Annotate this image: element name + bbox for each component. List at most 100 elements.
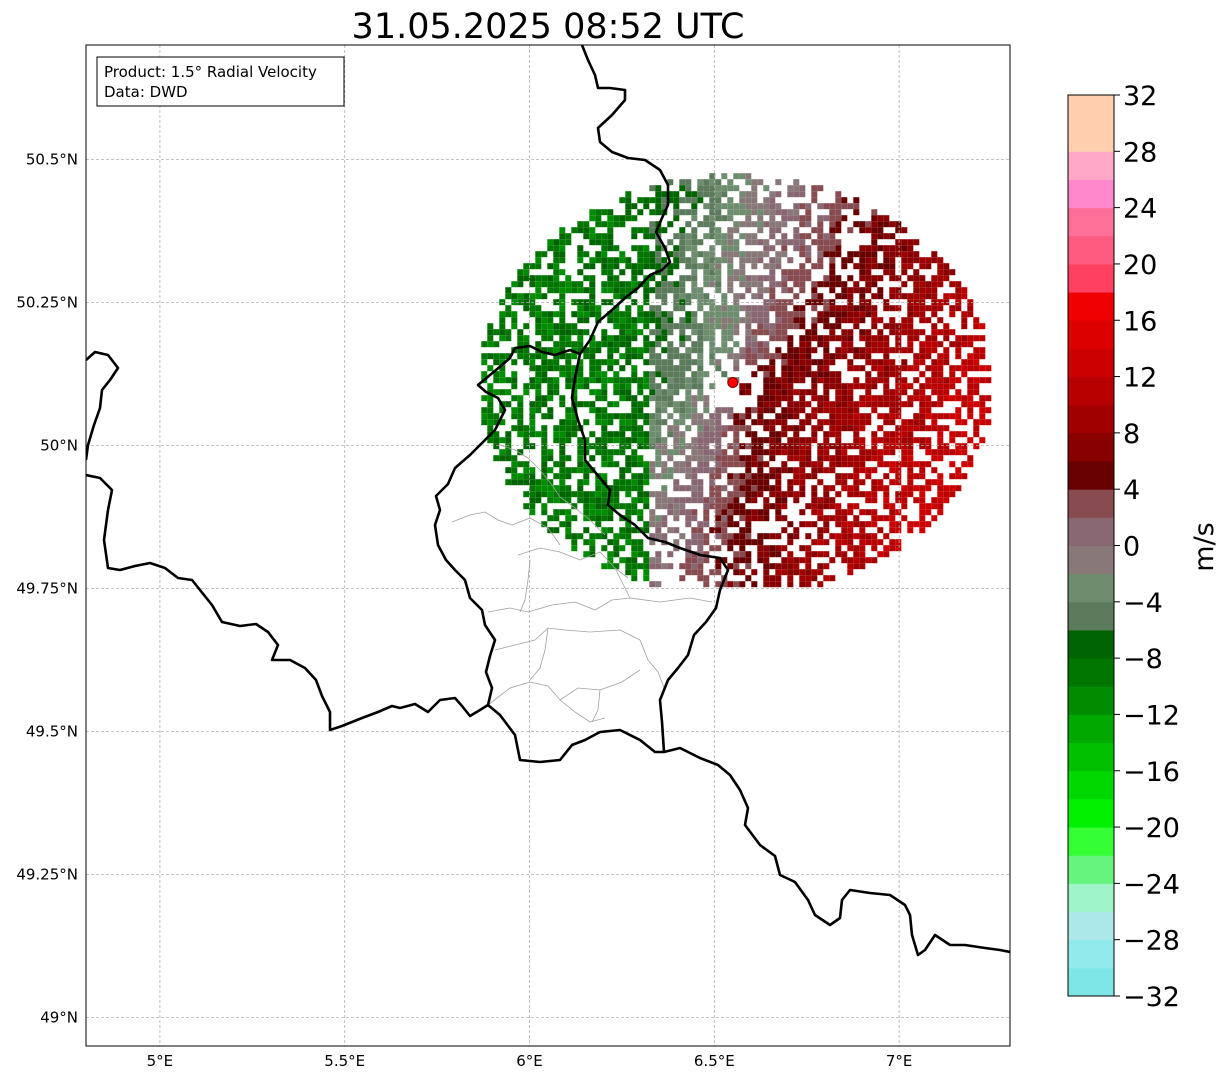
velocity-bin	[703, 203, 710, 210]
velocity-bin	[547, 365, 554, 372]
velocity-bin	[769, 533, 776, 540]
velocity-bin	[613, 311, 620, 318]
velocity-bin	[871, 485, 878, 492]
velocity-bin	[691, 371, 698, 378]
velocity-bin	[547, 347, 554, 354]
colorbar-cell	[1068, 601, 1114, 631]
velocity-bin	[499, 449, 506, 456]
colorbar-tick-label: −4	[1123, 588, 1163, 619]
velocity-bin	[739, 533, 746, 540]
velocity-bin	[529, 413, 536, 420]
velocity-bin	[937, 479, 944, 486]
velocity-bin	[865, 521, 872, 528]
velocity-bin	[673, 323, 680, 330]
velocity-bin	[895, 443, 902, 450]
velocity-bin	[853, 287, 860, 294]
velocity-bin	[523, 347, 530, 354]
velocity-bin	[769, 275, 776, 282]
velocity-bin	[751, 293, 758, 300]
velocity-bin	[571, 341, 578, 348]
velocity-bin	[871, 491, 878, 498]
velocity-bin	[727, 311, 734, 318]
velocity-bin	[829, 251, 836, 258]
velocity-bin	[877, 245, 884, 252]
velocity-bin	[931, 365, 938, 372]
velocity-bin	[829, 203, 836, 210]
velocity-bin	[619, 473, 626, 480]
velocity-bin	[721, 203, 728, 210]
velocity-bin	[769, 485, 776, 492]
velocity-bin	[835, 395, 842, 402]
velocity-bin	[565, 491, 572, 498]
velocity-bin	[769, 203, 776, 210]
velocity-bin	[523, 269, 530, 276]
velocity-bin	[709, 473, 716, 480]
velocity-bin	[787, 371, 794, 378]
velocity-bin	[901, 383, 908, 390]
velocity-bin	[691, 287, 698, 294]
velocity-bin	[811, 371, 818, 378]
velocity-bin	[793, 389, 800, 396]
velocity-bin	[685, 197, 692, 204]
velocity-bin	[739, 383, 746, 390]
velocity-bin	[625, 563, 632, 570]
velocity-bin	[841, 215, 848, 222]
velocity-bin	[817, 311, 824, 318]
velocity-bin	[823, 449, 830, 456]
velocity-bin	[727, 497, 734, 504]
velocity-bin	[823, 245, 830, 252]
velocity-bin	[901, 515, 908, 522]
velocity-bin	[715, 569, 722, 576]
lon-tick-label: 5.5°E	[324, 1052, 365, 1070]
velocity-bin	[859, 533, 866, 540]
velocity-bin	[715, 197, 722, 204]
velocity-bin	[787, 569, 794, 576]
velocity-bin	[601, 329, 608, 336]
velocity-bin	[775, 251, 782, 258]
velocity-bin	[895, 275, 902, 282]
velocity-bin	[637, 563, 644, 570]
velocity-bin	[859, 263, 866, 270]
velocity-bin	[607, 239, 614, 246]
velocity-bin	[973, 317, 980, 324]
velocity-bin	[793, 479, 800, 486]
velocity-bin	[889, 359, 896, 366]
velocity-bin	[697, 455, 704, 462]
velocity-bin	[595, 377, 602, 384]
velocity-bin	[583, 383, 590, 390]
velocity-bin	[835, 347, 842, 354]
velocity-bin	[661, 323, 668, 330]
velocity-bin	[685, 401, 692, 408]
velocity-bin	[709, 251, 716, 258]
velocity-bin	[925, 449, 932, 456]
velocity-bin	[505, 353, 512, 360]
velocity-bin	[535, 341, 542, 348]
velocity-bin	[757, 509, 764, 516]
velocity-bin	[643, 359, 650, 366]
velocity-bin	[823, 377, 830, 384]
velocity-bin	[673, 467, 680, 474]
velocity-bin	[763, 347, 770, 354]
velocity-bin	[973, 419, 980, 426]
velocity-bin	[919, 467, 926, 474]
velocity-bin	[715, 413, 722, 420]
velocity-bin	[589, 371, 596, 378]
velocity-bin	[793, 449, 800, 456]
velocity-bin	[745, 209, 752, 216]
velocity-bin	[655, 455, 662, 462]
velocity-bin	[769, 365, 776, 372]
velocity-bin	[649, 581, 656, 588]
velocity-bin	[859, 539, 866, 546]
velocity-bin	[697, 377, 704, 384]
velocity-bin	[691, 359, 698, 366]
velocity-bin	[787, 581, 794, 588]
velocity-bin	[583, 317, 590, 324]
velocity-bin	[859, 311, 866, 318]
velocity-bin	[949, 329, 956, 336]
velocity-bin	[595, 311, 602, 318]
velocity-bin	[925, 461, 932, 468]
velocity-bin	[619, 467, 626, 474]
velocity-bin	[865, 491, 872, 498]
velocity-bin	[577, 383, 584, 390]
velocity-bin	[967, 413, 974, 420]
